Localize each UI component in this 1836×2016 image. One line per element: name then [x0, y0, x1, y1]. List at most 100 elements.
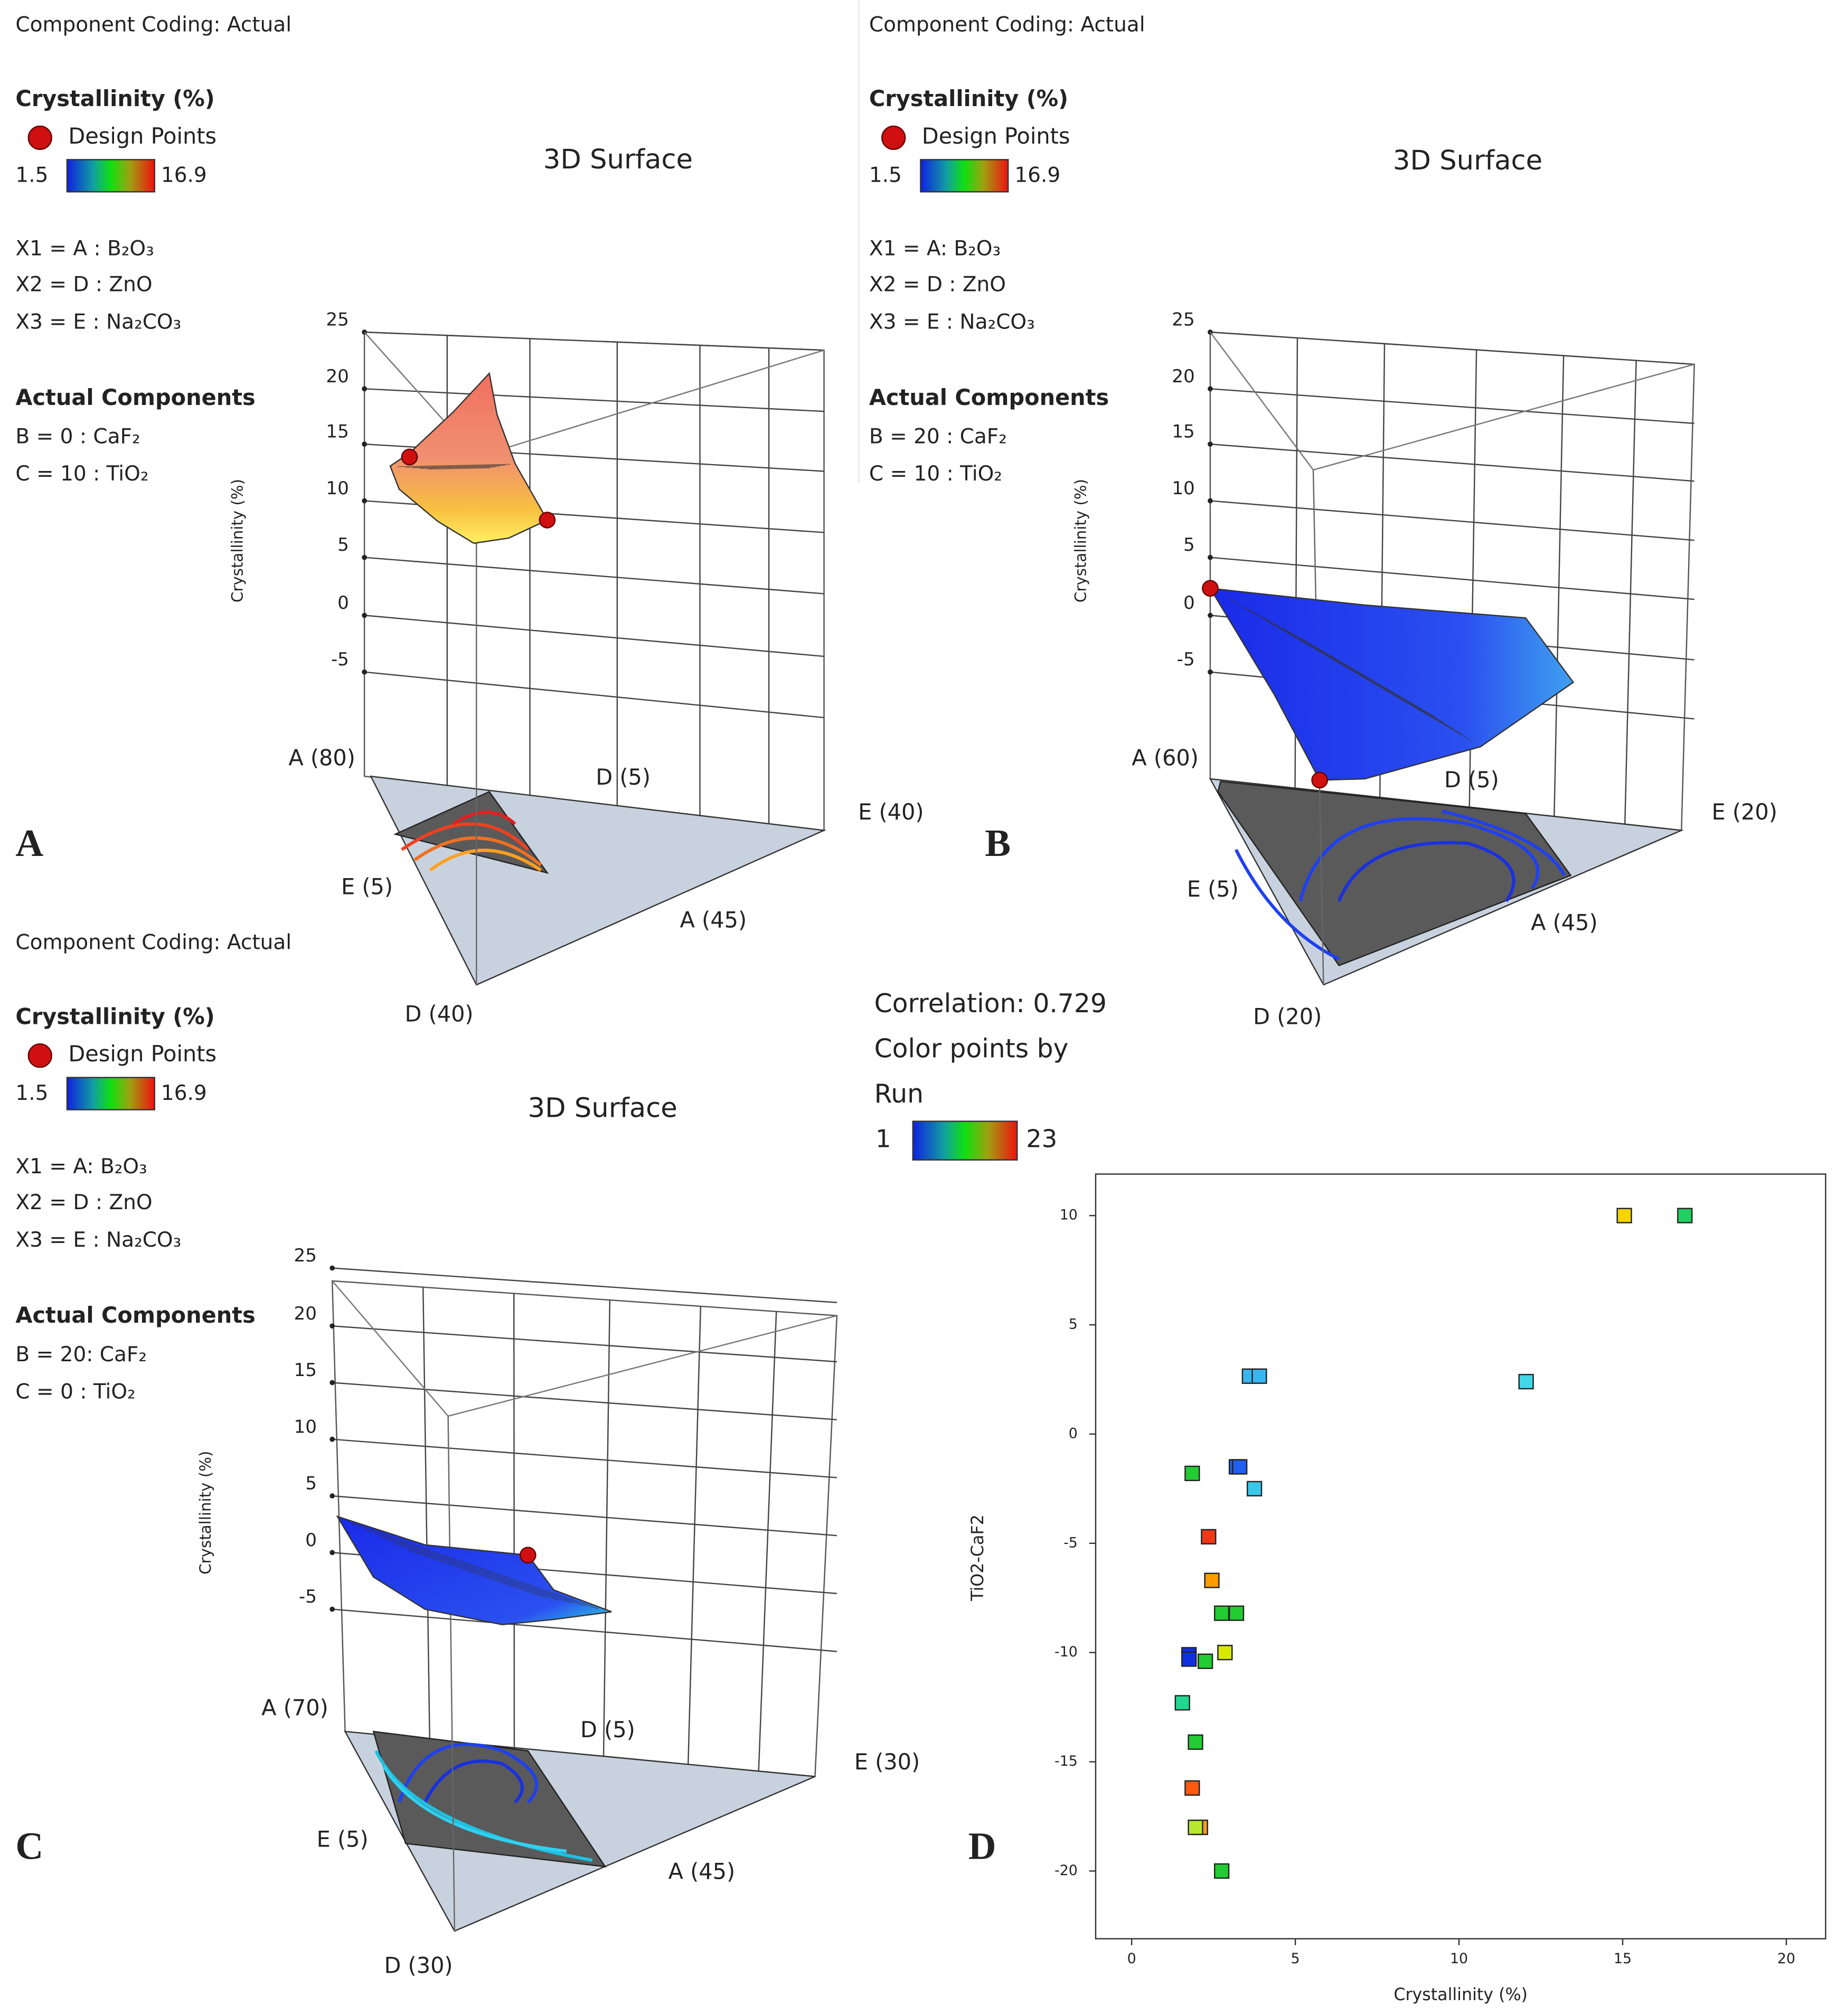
vertex-label: E (5) [317, 1826, 369, 1852]
z-tick-label: 15 [294, 1360, 316, 1381]
legend-text: Actual Components [869, 385, 1109, 410]
data-point [1228, 1605, 1245, 1621]
z-tick-label: 15 [1172, 421, 1194, 442]
legend-text: C = 10 : TiO₂ [15, 462, 148, 486]
panel-letter: C [15, 1824, 43, 1867]
panel-letter: D [968, 1824, 996, 1867]
y-tick-label: -10 [1054, 1644, 1078, 1660]
legend-text: Crystallinity (%) [869, 86, 1068, 111]
contour-line [1337, 841, 1515, 902]
data-point [1188, 1820, 1203, 1835]
panel-title: 3D Surface [543, 144, 693, 175]
legend-text: Crystallinity (%) [15, 86, 214, 111]
data-point [1213, 1605, 1230, 1621]
z-tick [329, 1380, 335, 1386]
scale-high: 16.9 [161, 1081, 207, 1105]
wall-grid-line [1210, 388, 1694, 425]
color-scale-bar [66, 1077, 155, 1110]
z-tick [329, 1436, 335, 1442]
x-axis-label: Crystallinity (%) [1394, 1985, 1528, 2004]
legend-text: X1 = A: B₂O₃ [869, 237, 1001, 260]
wall-grid-line [687, 1306, 702, 1765]
panel-title: 3D Surface [528, 1092, 677, 1124]
legend-text: B = 20 : CaF₂ [869, 425, 1007, 448]
vertex-label: E (20) [1712, 799, 1777, 825]
z-tick [329, 1606, 335, 1612]
z-tick-label: -5 [1177, 649, 1195, 670]
z-axis-label: Crystallinity (%) [229, 479, 247, 602]
contour-line [1298, 817, 1540, 902]
data-point [1616, 1208, 1632, 1223]
legend-design-marker [881, 125, 906, 150]
legend-text: Component Coding: Actual [869, 13, 1145, 36]
vertex-label: E (5) [341, 874, 393, 899]
z-tick-label: 5 [1183, 534, 1195, 555]
scale-low: 1.5 [869, 164, 902, 187]
z-tick-label: 0 [1183, 592, 1195, 614]
legend-text: Component Coding: Actual [15, 931, 291, 955]
wall-grid-line [1624, 360, 1637, 824]
data-point [1184, 1465, 1200, 1482]
y-tick-label: -5 [1063, 1534, 1078, 1551]
legend-text: Actual Components [15, 385, 255, 410]
surface-mesh [408, 1549, 545, 1598]
z-tick-label: 15 [326, 421, 349, 442]
wall-grid-line [1553, 355, 1565, 817]
legend-text: X3 = E : Na₂CO₃ [869, 310, 1035, 334]
surface-mesh [428, 467, 491, 470]
data-point [1197, 1653, 1213, 1669]
vertex-label: D (5) [580, 1717, 635, 1742]
design-point [1202, 580, 1219, 597]
wall-grid-line [422, 1287, 430, 1740]
wall-grid-line [758, 1311, 777, 1772]
color-by-name: Run [874, 1079, 924, 1109]
vertex-label: A (45) [669, 1859, 736, 1884]
legend-text: X1 = A : B₂O₃ [15, 237, 154, 260]
z-tick [329, 1265, 335, 1271]
surface-mesh [1300, 637, 1435, 718]
z-tick [362, 613, 368, 618]
wall-grid-line [1210, 443, 1694, 482]
legend-text: C = 0 : TiO₂ [15, 1380, 135, 1403]
z-tick [362, 554, 368, 560]
run-scale-bar [912, 1120, 1018, 1161]
legend-text: X3 = E : Na₂CO₃ [15, 1228, 181, 1252]
z-tick [329, 1323, 335, 1329]
contour-line [452, 811, 516, 825]
data-point [1204, 1572, 1220, 1588]
data-point [1217, 1645, 1233, 1661]
contour-region [393, 790, 549, 874]
x-tick-label: 20 [1777, 1951, 1795, 1967]
data-point [1174, 1695, 1190, 1711]
vertex-label: A (45) [1531, 910, 1598, 936]
z-tick-label: 5 [337, 534, 349, 555]
surface-mesh [380, 1536, 572, 1604]
contour-line [401, 822, 529, 851]
legend-text: X2 = D : ZnO [15, 1191, 152, 1214]
surface-mesh [1246, 607, 1463, 736]
z-axis-label: Crystallinity (%) [1072, 479, 1090, 602]
vertex-label: D (20) [1253, 1004, 1322, 1030]
vertex-label: E (40) [858, 799, 924, 825]
wall-grid-line [364, 388, 824, 412]
vertex-label: D (30) [384, 1953, 453, 1978]
x-tick-label: 15 [1614, 1951, 1632, 1967]
z-tick-label: 25 [1172, 309, 1194, 331]
z-tick-label: 10 [294, 1416, 316, 1437]
y-axis-label: TiO2-CaF2 [968, 1514, 987, 1602]
panel-letter: A [15, 822, 43, 864]
legend-text: C = 10 : TiO₂ [869, 462, 1002, 486]
legend-text: X1 = A: B₂O₃ [15, 1155, 147, 1179]
legend-text: X3 = E : Na₂CO₃ [15, 310, 181, 334]
vertex-label: A (80) [288, 745, 355, 770]
data-point [1251, 1368, 1267, 1384]
design-point [519, 1547, 536, 1564]
wall-grid-line [364, 671, 824, 719]
y-tick-label: -20 [1054, 1862, 1078, 1879]
legend-design-marker [27, 1043, 52, 1068]
content: 25 20 15 10 5 0 -5 A (80) D (5) E (40) E (5) A (45)… [15, 0, 1826, 2004]
z-tick [1208, 441, 1213, 447]
wall-grid-line [332, 1267, 837, 1303]
z-tick [362, 498, 368, 504]
